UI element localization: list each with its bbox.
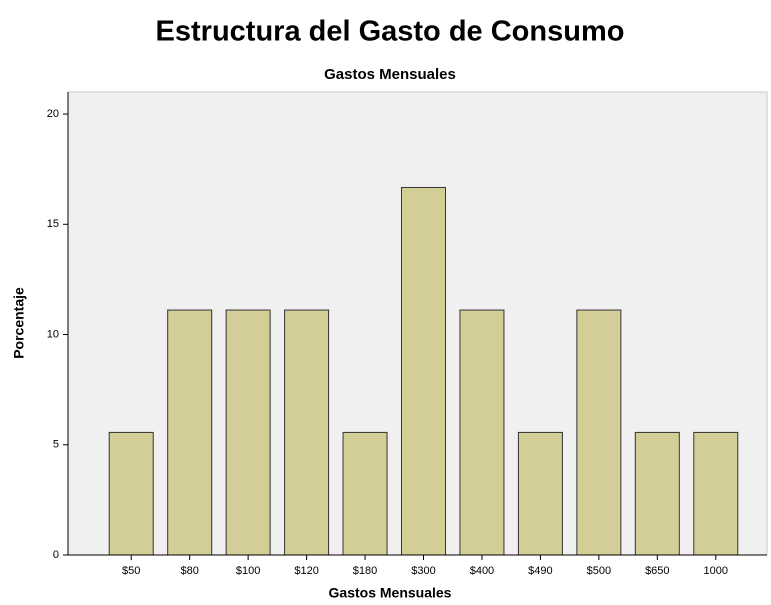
bar [517,431,563,556]
bar [634,431,680,556]
x-tick-label: $490 [528,565,552,577]
x-tick-label: $180 [353,565,377,577]
chart-title: Gastos Mensuales [324,66,456,83]
x-tick-label: $100 [236,565,260,577]
y-tick-label: 0 [53,549,59,561]
x-tick-label: $300 [411,565,435,577]
x-tick-label: 1000 [704,565,728,577]
x-tick-label: $500 [587,565,611,577]
page-title: Estructura del Gasto de Consumo [156,16,625,48]
bar [284,309,330,556]
bar [167,309,213,556]
y-tick-label: 10 [47,328,59,340]
y-tick-label: 15 [47,218,59,230]
y-axis-label: Porcentaje [11,287,27,359]
bar [576,309,622,556]
x-tick-label: $120 [294,565,318,577]
x-tick-label: $80 [181,565,199,577]
x-tick-label: $400 [470,565,494,577]
x-axis-label: Gastos Mensuales [329,585,452,601]
bar [342,431,388,556]
x-tick-label: $50 [122,565,140,577]
bar [401,186,446,556]
bar [693,431,739,556]
bar [459,309,505,556]
bar [225,309,271,556]
y-tick-label: 20 [47,108,59,120]
x-tick-label: $650 [645,565,669,577]
y-tick-label: 5 [53,439,59,451]
bar [108,431,154,556]
